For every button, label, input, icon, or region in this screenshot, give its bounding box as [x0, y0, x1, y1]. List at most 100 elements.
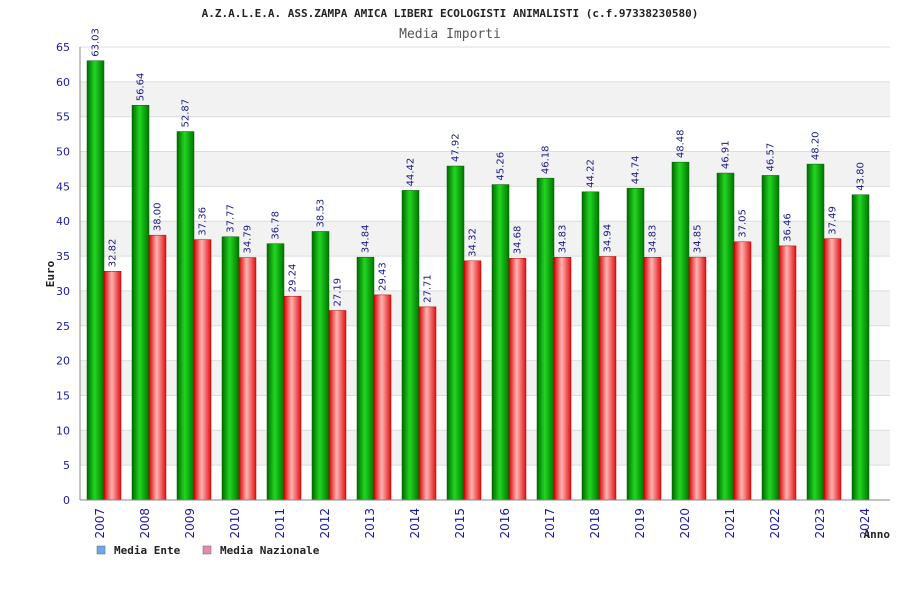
bar-ente: [356, 256, 375, 501]
y-tick-label: 30: [56, 285, 70, 298]
y-tick-label: 15: [56, 389, 70, 402]
y-tick-label: 20: [56, 355, 70, 368]
value-label: 27.71: [423, 274, 434, 303]
bar-nazionale: [283, 295, 302, 501]
x-tick-label: 2016: [498, 508, 512, 539]
x-tick-label: 2019: [633, 508, 647, 539]
value-label: 34.32: [468, 228, 479, 257]
bar-ente: [446, 165, 465, 501]
grid-band: [80, 360, 890, 396]
value-label: 38.53: [316, 199, 327, 228]
value-label: 34.83: [648, 225, 659, 254]
x-tick-label: 2024: [858, 508, 872, 539]
bar-nazionale: [553, 257, 572, 501]
x-tick-label: 2009: [183, 508, 197, 539]
legend: Media Ente Media Nazionale: [96, 544, 320, 557]
bar-ente: [221, 236, 240, 501]
bar-nazionale: [643, 257, 662, 501]
value-label: 48.20: [811, 131, 822, 160]
value-label: 34.68: [513, 226, 524, 255]
value-label: 43.80: [856, 162, 867, 191]
y-axis-ticks: 0 5 10 15 20 25 30 35 40 45 50 55 60 65: [56, 41, 70, 507]
value-label: 34.79: [243, 225, 254, 254]
value-label: 34.85: [693, 224, 704, 253]
x-tick-label: 2014: [408, 508, 422, 539]
value-label: 45.26: [496, 152, 507, 181]
grid-band: [80, 81, 890, 117]
y-tick-label: 65: [56, 41, 70, 54]
chart-title: A.Z.A.L.E.A. ASS.ZAMPA AMICA LIBERI ECOL…: [202, 7, 699, 20]
value-label: 32.82: [108, 239, 119, 268]
value-label: 52.87: [181, 99, 192, 128]
bar-nazionale: [328, 310, 347, 501]
x-tick-label: 2022: [768, 508, 782, 539]
grid-band: [80, 430, 890, 466]
x-tick-label: 2018: [588, 508, 602, 539]
bar-nazionale: [508, 258, 527, 501]
value-label: 37.05: [738, 209, 749, 238]
y-axis-label: Euro: [44, 260, 57, 287]
y-tick-label: 40: [56, 215, 70, 228]
bar-ente: [131, 105, 150, 501]
value-label: 34.94: [603, 224, 614, 253]
bar-ente: [536, 177, 555, 501]
x-tick-label: 2013: [363, 508, 377, 539]
legend-swatch: [202, 545, 212, 555]
bar-ente: [401, 190, 420, 501]
value-label: 63.03: [91, 28, 102, 57]
value-label: 56.64: [136, 73, 147, 102]
bar-ente: [266, 243, 285, 501]
bars: [86, 60, 870, 501]
value-label: 38.00: [153, 203, 164, 232]
y-tick-label: 60: [56, 76, 70, 89]
x-axis-label: Anno: [864, 528, 891, 541]
x-tick-label: 2023: [813, 508, 827, 539]
value-label: 37.49: [828, 206, 839, 235]
bar-nazionale: [418, 306, 437, 501]
x-tick-label: 2020: [678, 508, 692, 539]
legend-label: Media Ente: [114, 544, 181, 557]
bar-ente: [716, 172, 735, 501]
value-label: 47.92: [451, 133, 462, 162]
x-tick-label: 2021: [723, 508, 737, 539]
y-tick-label: 45: [56, 180, 70, 193]
bar-ente: [86, 60, 105, 501]
bar-ente: [806, 163, 825, 501]
x-tick-label: 2012: [318, 508, 332, 539]
x-axis-ticks: 2007 2008 2009 2010 2011 2012 2013 2014 2015 2016…: [93, 508, 872, 539]
y-tick-label: 25: [56, 320, 70, 333]
bar-ente: [311, 231, 330, 501]
value-label: 34.83: [558, 225, 569, 254]
y-tick-label: 0: [63, 494, 70, 507]
value-label: 34.84: [361, 225, 372, 254]
value-label: 37.77: [226, 204, 237, 233]
bar-nazionale: [823, 238, 842, 501]
x-tick-label: 2010: [228, 508, 242, 539]
bar-ente: [626, 187, 645, 501]
y-tick-label: 5: [63, 459, 70, 472]
value-label: 36.46: [783, 213, 794, 242]
legend-label: Media Nazionale: [220, 544, 320, 557]
grid-band: [80, 221, 890, 257]
bar-ente: [491, 184, 510, 501]
value-labels: 63.03 32.82 56.64 38.00 52.87 37.36 37.77 34.79…: [91, 28, 867, 306]
value-label: 27.19: [333, 278, 344, 307]
chart-subtitle: Media Importi: [399, 27, 501, 42]
y-tick-label: 10: [56, 424, 70, 437]
bar-nazionale: [778, 245, 797, 501]
bar-nazionale: [373, 294, 392, 501]
grid-band: [80, 290, 890, 326]
bar-nazionale: [103, 271, 122, 501]
y-tick-label: 50: [56, 146, 70, 159]
value-label: 37.36: [198, 207, 209, 236]
value-label: 29.43: [378, 262, 389, 291]
value-label: 29.24: [288, 264, 299, 293]
bar-nazionale: [193, 239, 212, 501]
value-label: 36.78: [271, 211, 282, 240]
value-label: 44.22: [586, 159, 597, 188]
x-tick-label: 2017: [543, 508, 557, 539]
bar-ente: [581, 191, 600, 501]
value-label: 46.91: [721, 140, 732, 169]
value-label: 46.18: [541, 146, 552, 175]
